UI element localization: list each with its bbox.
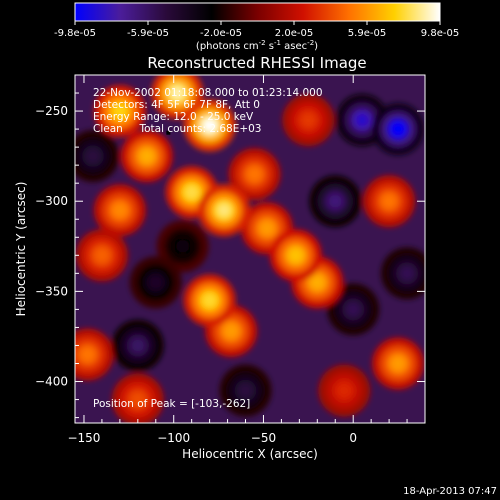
heatmap-blob xyxy=(392,123,405,136)
y-tick-label: −350 xyxy=(35,284,68,298)
heatmap-blob xyxy=(81,348,94,361)
heatmap-blob xyxy=(338,384,351,397)
colorbar-units: (photons cm-2 s-1 asec-2) xyxy=(196,39,318,52)
colorbar-tick-label: 5.9e-05 xyxy=(348,28,386,39)
heatmap-blob xyxy=(311,276,324,289)
heatmap-blob xyxy=(185,186,198,199)
heatmap-blob xyxy=(261,222,274,235)
heatmap-blob xyxy=(302,114,315,127)
heatmap-blob xyxy=(289,249,302,262)
x-tick-label: −150 xyxy=(67,431,100,445)
annotation-method-counts: Clean Total counts: 2.68E+03 xyxy=(93,123,262,135)
peak-marker xyxy=(166,130,171,135)
heatmap-blob xyxy=(113,105,126,118)
footer-timestamp: 18-Apr-2013 07:47 xyxy=(403,486,497,497)
heatmap-blob xyxy=(392,357,405,370)
y-axis-label: Heliocentric Y (arcsec) xyxy=(14,182,28,317)
y-tick-label: −250 xyxy=(35,104,68,118)
plot-frame xyxy=(74,74,426,424)
heatmap-blob xyxy=(203,119,216,132)
heatmap-blob xyxy=(383,195,396,208)
x-tick-label: −50 xyxy=(251,431,276,445)
annotation-peak-position: Position of Peak = [-103,-262] xyxy=(93,398,250,410)
colorbar xyxy=(74,2,441,22)
annotation-time-range: 22-Nov-2002 01:18:08.000 to 01:23:14.000 xyxy=(93,87,323,99)
heatmap-blob xyxy=(140,150,153,163)
heatmap-image xyxy=(75,75,425,423)
heatmap-blob xyxy=(113,204,126,217)
heatmap-blob xyxy=(347,303,360,316)
heatmap-blob xyxy=(356,114,369,127)
y-tick-label: −400 xyxy=(35,375,68,389)
colorbar-tick-label: -9.8e-05 xyxy=(54,28,96,39)
colorbar-tick-label: 2.0e-05 xyxy=(275,28,313,39)
heatmap-blob xyxy=(225,325,238,338)
colorbar-tick-label: 9.8e-05 xyxy=(421,28,459,39)
heatmap-blob xyxy=(217,204,230,217)
heatmap-blob xyxy=(131,393,144,406)
x-axis-label: Heliocentric X (arcsec) xyxy=(182,447,318,461)
heatmap-blob xyxy=(203,294,216,307)
heatmap-blob xyxy=(401,267,414,280)
y-axis-ticks: −250 −300 −350 −400 xyxy=(35,74,425,419)
heatmap-blob xyxy=(239,384,252,397)
annotation-detectors: Detectors: 4F 5F 6F 7F 8F, Att 0 xyxy=(93,99,260,111)
heatmap-blob xyxy=(176,240,189,253)
colorbar-tick-labels: -9.8e-05 -5.9e-05 -2.0e-05 2.0e-05 5.9e-05 9.… xyxy=(54,28,459,39)
heatmap-blob xyxy=(329,195,342,208)
colorbar-tick-label: -2.0e-05 xyxy=(200,28,242,39)
chart-title: Reconstructed RHESSI Image xyxy=(147,54,366,72)
y-tick-label: −300 xyxy=(35,194,68,208)
x-tick-label: −100 xyxy=(157,431,190,445)
heatmap-blob xyxy=(95,249,108,262)
heatmap-blob xyxy=(171,87,184,100)
heatmap-blob xyxy=(248,168,261,181)
heatmap-blob xyxy=(86,150,99,163)
x-axis-ticks: −150 −100 −50 0 xyxy=(67,75,426,445)
annotation-energy-range: Energy Range: 12.0 - 25.0 keV xyxy=(93,111,254,123)
x-tick-label: 0 xyxy=(349,431,357,445)
heatmap-blob xyxy=(149,276,162,289)
heatmap-blob xyxy=(131,339,144,352)
colorbar-tick-label: -5.9e-05 xyxy=(127,28,169,39)
colorbar-ticks xyxy=(74,21,441,25)
